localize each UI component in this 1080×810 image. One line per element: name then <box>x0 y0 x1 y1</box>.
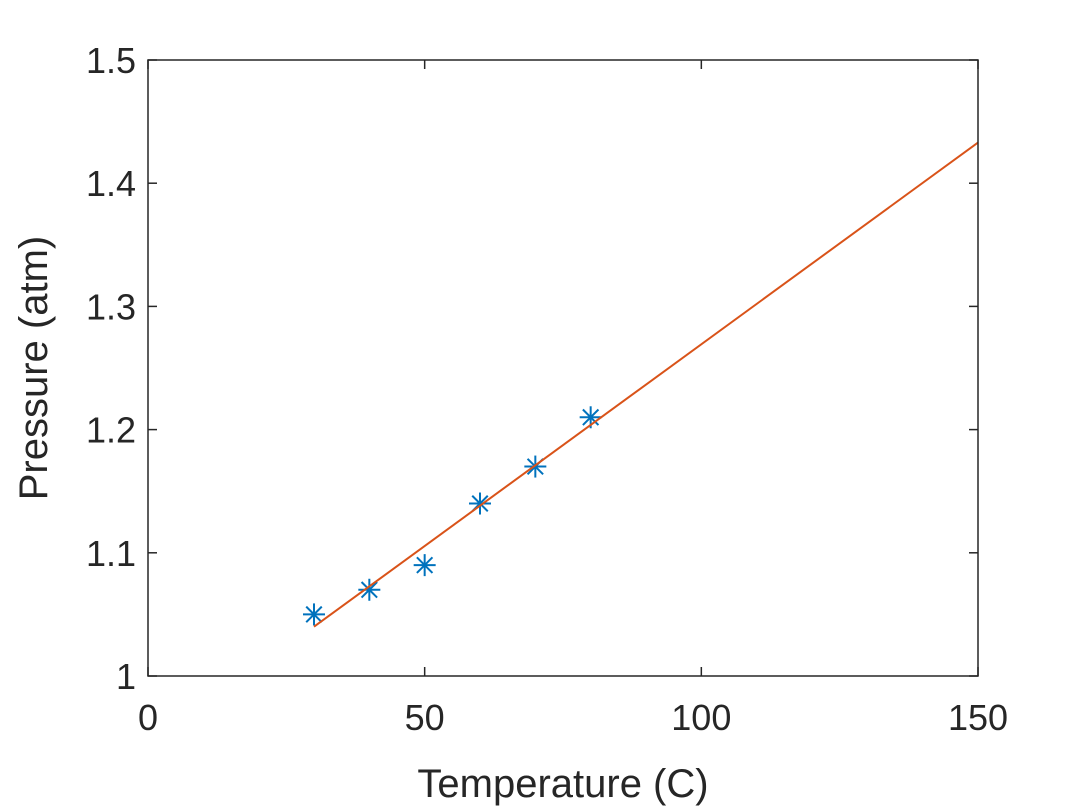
data-point <box>303 603 325 626</box>
y-tick-label: 1 <box>116 656 136 697</box>
x-tick-labels: 0 50 100 150 <box>138 697 1008 738</box>
y-tick-label: 1.4 <box>86 163 136 204</box>
y-tick-label: 1.1 <box>86 533 136 574</box>
x-tick-label: 50 <box>405 697 445 738</box>
x-axis-label: Temperature (C) <box>417 762 708 806</box>
y-tick-label: 1.2 <box>86 410 136 451</box>
x-tick-label: 100 <box>671 697 731 738</box>
axis-ticks <box>147 59 979 677</box>
y-tick-labels: 1 1.1 1.2 1.3 1.4 1.5 <box>86 40 136 697</box>
y-axis-label: Pressure (atm) <box>12 236 56 501</box>
data-point <box>469 492 491 515</box>
plot-frame <box>147 59 979 677</box>
x-tick-label: 150 <box>948 697 1008 738</box>
data-point <box>413 554 436 577</box>
y-tick-label: 1.5 <box>86 40 136 81</box>
x-tick-label: 0 <box>138 697 158 738</box>
series-layer <box>303 141 979 628</box>
fit-line <box>313 141 979 628</box>
data-point <box>358 578 381 601</box>
y-tick-label: 1.3 <box>86 286 136 327</box>
plot-area <box>148 60 978 676</box>
